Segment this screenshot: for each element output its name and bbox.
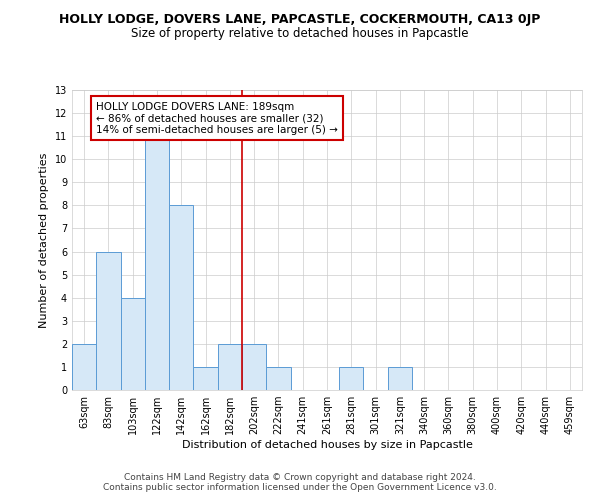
Y-axis label: Number of detached properties: Number of detached properties [39, 152, 49, 328]
Text: Contains public sector information licensed under the Open Government Licence v3: Contains public sector information licen… [103, 484, 497, 492]
Text: HOLLY LODGE, DOVERS LANE, PAPCASTLE, COCKERMOUTH, CA13 0JP: HOLLY LODGE, DOVERS LANE, PAPCASTLE, COC… [59, 12, 541, 26]
Bar [72, 344, 96, 390]
Bar [121, 298, 145, 390]
Bar [218, 344, 242, 390]
Bar [145, 136, 169, 390]
Bar [388, 367, 412, 390]
X-axis label: Distribution of detached houses by size in Papcastle: Distribution of detached houses by size … [182, 440, 472, 450]
Text: HOLLY LODGE DOVERS LANE: 189sqm
← 86% of detached houses are smaller (32)
14% of: HOLLY LODGE DOVERS LANE: 189sqm ← 86% of… [96, 102, 338, 134]
Bar [339, 367, 364, 390]
Bar [266, 367, 290, 390]
Bar [242, 344, 266, 390]
Bar [169, 206, 193, 390]
Bar [96, 252, 121, 390]
Text: Contains HM Land Registry data © Crown copyright and database right 2024.: Contains HM Land Registry data © Crown c… [124, 474, 476, 482]
Bar [193, 367, 218, 390]
Text: Size of property relative to detached houses in Papcastle: Size of property relative to detached ho… [131, 28, 469, 40]
